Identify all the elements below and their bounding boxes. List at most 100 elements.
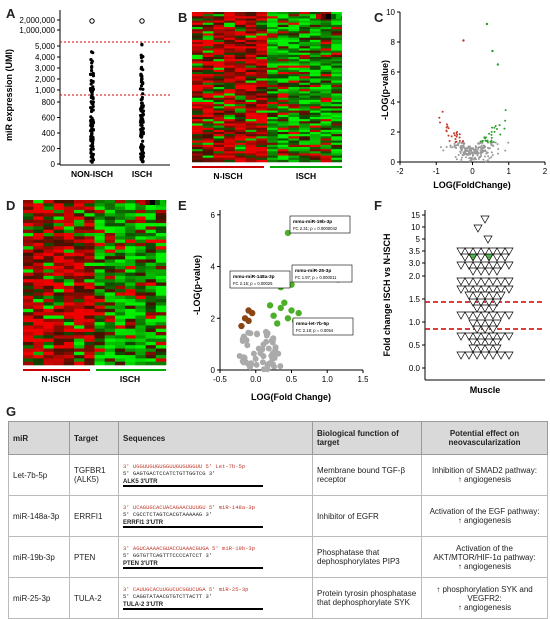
heatmap-cell: [33, 341, 44, 346]
heatmap-cell: [155, 305, 167, 310]
data-point: [484, 253, 494, 262]
heatmap-cell: [213, 46, 225, 49]
data-point: [487, 155, 490, 158]
data-point: [250, 350, 257, 357]
heatmap-cell: [135, 203, 146, 207]
heatmap-cell: [309, 142, 321, 146]
heatmap-cell: [299, 37, 311, 41]
heatmap-cell: [288, 147, 300, 150]
heatmap-cell: [155, 229, 167, 234]
heatmap-cell: [234, 151, 246, 154]
heatmap-cell: [192, 12, 204, 15]
heatmap-cell: [155, 315, 167, 320]
heatmap-cell: [213, 54, 225, 58]
heatmap-cell: [192, 74, 204, 77]
heatmap-cell: [202, 142, 214, 146]
data-point: [456, 332, 466, 341]
heatmap-cell: [299, 119, 311, 122]
heatmap-cell: [125, 242, 136, 247]
heatmap-cell: [309, 93, 321, 96]
data-point: [89, 139, 93, 143]
heatmap-cell: [224, 140, 236, 144]
heatmap-cell: [53, 236, 65, 240]
heatmap-cell: [267, 159, 279, 163]
annotation-name: mmu-let-7b-5p: [296, 321, 329, 327]
data-point-up: [288, 307, 295, 314]
ytick-label: 10: [386, 8, 395, 17]
heatmap-cell: [135, 289, 146, 293]
ytick-label: 2,000: [35, 75, 56, 84]
heatmap-cell: [104, 299, 116, 303]
heatmap-cell: [192, 144, 204, 148]
heatmap-cell: [256, 18, 268, 21]
data-point: [492, 298, 502, 307]
heatmap-cell: [155, 275, 167, 280]
heatmap-cell: [331, 97, 342, 101]
heatmap-cell: [267, 46, 279, 49]
heatmap-cell: [104, 200, 116, 204]
heatmap-cell: [234, 44, 246, 47]
heatmap-cell: [145, 289, 157, 293]
heatmap-cell: [299, 52, 311, 56]
heatmap-cell: [299, 24, 311, 28]
heatmap-cell: [267, 59, 279, 62]
data-point: [264, 330, 271, 337]
panel-e-points: [236, 216, 342, 373]
heatmap-cell: [53, 345, 65, 349]
heatmap-cell: [309, 20, 321, 24]
heatmap-cell: [213, 50, 225, 54]
heatmap-cell: [245, 46, 257, 49]
heatmap-cell: [155, 308, 167, 313]
heatmap-cell: [23, 285, 34, 290]
heatmap-cell: [53, 328, 65, 333]
heatmap-cell: [145, 246, 157, 250]
heatmap-cell: [320, 108, 332, 111]
heatmap-cell: [33, 229, 44, 234]
heatmap-cell: [224, 31, 236, 34]
heatmap-cell: [288, 125, 300, 129]
seq-top: 3' AGUCAAAACGUACCUAAACGUGA 5' miR-19b-3p: [123, 545, 256, 552]
heatmap-cell: [33, 269, 44, 273]
heatmap-cell: [245, 48, 257, 51]
heatmap-cell: [245, 104, 257, 107]
heatmap-cell: [155, 226, 167, 230]
heatmap-cell: [53, 348, 65, 353]
heatmap-cell: [43, 252, 54, 257]
heatmap-cell: [84, 289, 95, 293]
heatmap-cell: [192, 99, 204, 103]
heatmap-cell: [23, 318, 34, 323]
heatmap-cell: [135, 322, 146, 326]
heatmap-cell: [267, 12, 279, 15]
data-point: [91, 121, 96, 125]
heatmap-cell: [104, 358, 116, 362]
heatmap-cell: [202, 84, 214, 88]
data-point: [91, 79, 95, 84]
heatmap-cell: [245, 72, 257, 75]
heatmap-cell: [74, 279, 85, 283]
heatmap-cell: [155, 348, 167, 353]
heatmap-cell: [74, 289, 85, 293]
heatmap-cell: [277, 151, 289, 154]
data-point: [480, 215, 490, 224]
heatmap-cell: [331, 108, 342, 111]
heatmap-cell: [125, 275, 136, 280]
data-point: [468, 149, 471, 152]
heatmap-cell: [53, 272, 65, 277]
heatmap-cell: [104, 345, 116, 349]
heatmap-cell: [256, 37, 268, 41]
heatmap-cell: [114, 233, 126, 237]
heatmap-cell: [245, 144, 257, 148]
data-point: [488, 277, 498, 286]
heatmap-cell: [277, 157, 289, 161]
heatmap-cell: [213, 42, 225, 45]
data-point: [90, 65, 94, 70]
panel-e-xticks: -0.5 0.0 0.5 1.0 1.5: [213, 370, 368, 384]
heatmap-cell: [288, 48, 300, 51]
heatmap-cell: [125, 272, 136, 277]
heatmap-cell: [33, 272, 44, 277]
heatmap-cell: [309, 144, 321, 148]
heatmap-cell: [256, 61, 268, 64]
panel-b-label-nisch: N-ISCH: [213, 171, 242, 181]
heatmap-cell: [53, 358, 65, 362]
heatmap-cell: [213, 18, 225, 21]
